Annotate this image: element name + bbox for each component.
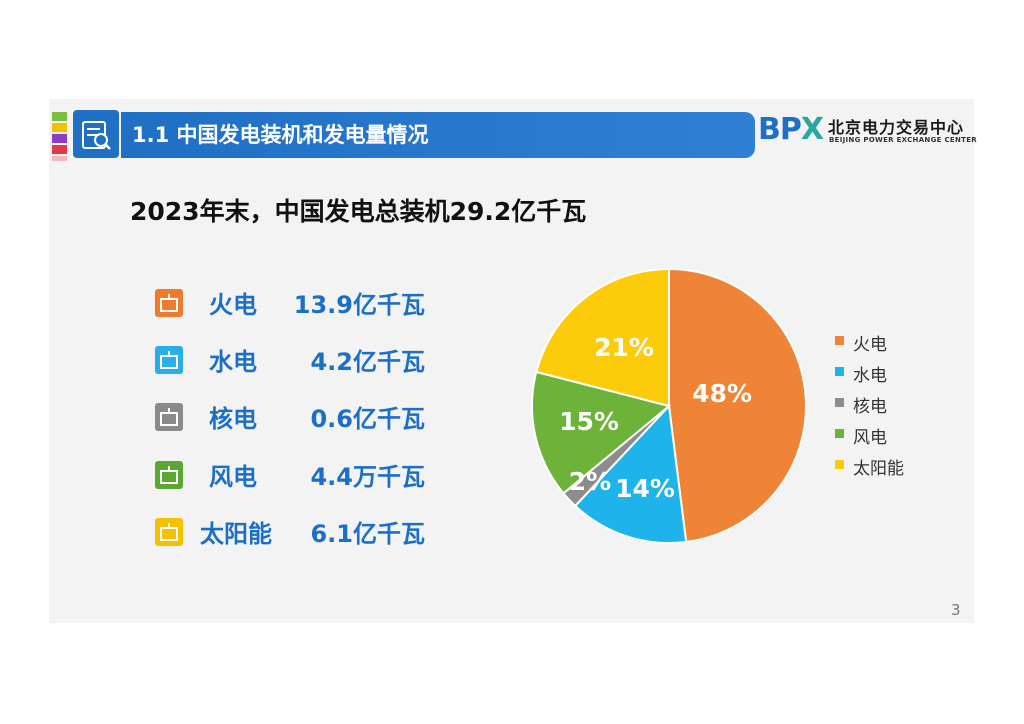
legend-label: 核电 bbox=[853, 397, 887, 417]
pie-slice bbox=[573, 403, 688, 544]
pie-data-label: 21% bbox=[594, 333, 654, 362]
nuclear-power-icon bbox=[155, 403, 183, 431]
pie-data-label: 2% bbox=[569, 467, 611, 496]
page-number: 3 bbox=[951, 601, 961, 619]
capacity-value: 4.2亿千瓦 bbox=[310, 348, 425, 376]
hydro-power-icon bbox=[155, 346, 183, 374]
slide-background bbox=[49, 99, 974, 623]
color-strip-green bbox=[52, 112, 67, 121]
capacity-name: 风电 bbox=[209, 463, 257, 491]
capacity-value: 6.1亿千瓦 bbox=[310, 520, 425, 548]
color-strip-yellow bbox=[52, 123, 67, 132]
section-title: 1.1 中国发电装机和发电量情况 bbox=[121, 112, 755, 158]
logo-en-text: BEIJING POWER EXCHANGE CENTER bbox=[829, 136, 977, 144]
color-strip-red bbox=[52, 145, 67, 154]
legend-swatch bbox=[835, 460, 844, 469]
pie-data-label: 48% bbox=[692, 379, 752, 408]
legend-swatch bbox=[835, 429, 844, 438]
report-icon bbox=[73, 110, 119, 158]
thermal-power-icon bbox=[155, 289, 183, 317]
pie-slice bbox=[668, 267, 807, 544]
legend-label: 太阳能 bbox=[853, 459, 904, 479]
pie-slice bbox=[535, 267, 670, 408]
legend-swatch bbox=[835, 367, 844, 376]
legend-label: 水电 bbox=[853, 366, 887, 386]
capacity-value: 0.6亿千瓦 bbox=[310, 405, 425, 433]
legend-swatch bbox=[835, 336, 844, 345]
capacity-value: 4.4万千瓦 bbox=[310, 463, 425, 491]
capacity-name: 火电 bbox=[209, 291, 257, 319]
color-strip-purple bbox=[52, 134, 67, 143]
bpx-logo: BPX bbox=[758, 112, 824, 147]
legend-swatch bbox=[835, 398, 844, 407]
capacity-name: 水电 bbox=[209, 348, 257, 376]
logo-cn-text: 北京电力交易中心 bbox=[828, 118, 965, 137]
pie-data-label: 14% bbox=[615, 474, 675, 503]
capacity-name: 太阳能 bbox=[200, 520, 272, 548]
slide-subtitle: 2023年末，中国发电总装机29.2亿千瓦 bbox=[130, 197, 587, 226]
legend-label: 火电 bbox=[853, 335, 887, 355]
capacity-value: 13.9亿千瓦 bbox=[293, 291, 425, 319]
capacity-name: 核电 bbox=[209, 405, 257, 433]
pie-data-label: 15% bbox=[559, 407, 619, 436]
wind-power-icon bbox=[155, 461, 183, 489]
solar-power-icon bbox=[155, 518, 183, 546]
legend-label: 风电 bbox=[853, 428, 887, 448]
pie-slice bbox=[531, 370, 672, 495]
color-strip-pink bbox=[52, 156, 67, 161]
